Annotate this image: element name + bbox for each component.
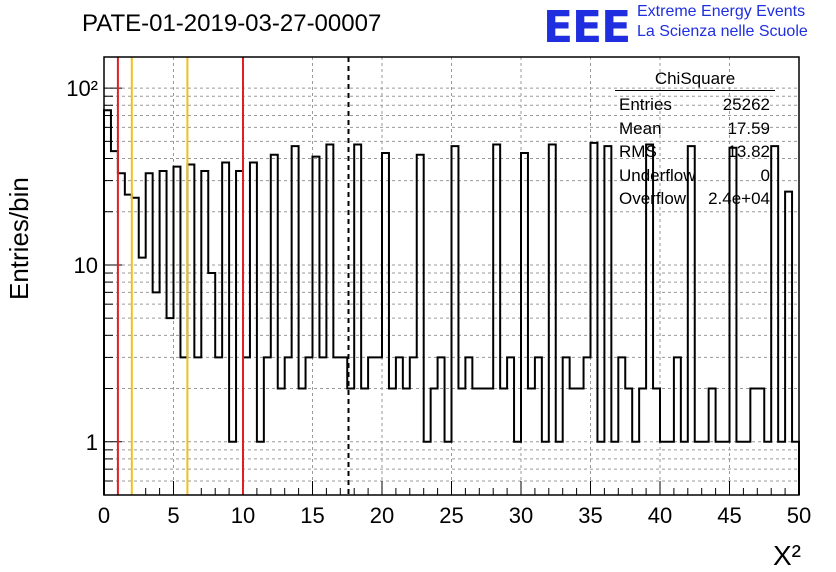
stats-label: Mean — [619, 118, 662, 138]
stats-value: 13.82 — [727, 142, 770, 161]
stats-row-overflow: Overflow 2.4e+04 — [610, 187, 780, 211]
stats-value: 2.4e+04 — [708, 189, 770, 208]
x-tick-label: 0 — [98, 503, 110, 528]
x-tick-label: 25 — [439, 503, 463, 528]
y-tick-label: 10 — [74, 253, 98, 278]
x-tick-label: 45 — [717, 503, 741, 528]
x-tick-label: 40 — [648, 503, 672, 528]
stats-row-underflow: Underflow 0 — [610, 164, 780, 188]
plot-frame — [103, 56, 800, 496]
y-tick-label: 1 — [86, 430, 98, 455]
x-tick-label: 15 — [300, 503, 324, 528]
stats-row-rms: RMS 13.82 — [610, 140, 780, 164]
y-tick-label: 10² — [66, 76, 98, 101]
eee-logo: EEE — [543, 2, 631, 53]
stats-row-entries: Entries 25262 — [610, 93, 780, 117]
brand-line-1: Extreme Energy Events — [637, 3, 806, 20]
stats-title: ChiSquare — [615, 68, 775, 91]
x-tick-label: 10 — [231, 503, 255, 528]
stats-value: 0 — [760, 165, 770, 185]
stats-value: 25262 — [722, 95, 770, 114]
stats-row-mean: Mean 17.59 — [610, 117, 780, 141]
y-axis-label: Entries/bin — [4, 177, 34, 300]
x-tick-label: 50 — [787, 503, 811, 528]
x-tick-label: 35 — [578, 503, 602, 528]
brand-line-2: La Scienza nelle Scuole — [637, 23, 808, 40]
x-tick-label: 20 — [370, 503, 394, 528]
x-tick-label: 5 — [167, 503, 179, 528]
chart-title: PATE-01-2019-03-27-00007 — [82, 10, 382, 37]
x-tick-label: 30 — [509, 503, 533, 528]
stats-value: 17.59 — [727, 118, 770, 138]
histogram-series — [103, 109, 800, 495]
stats-label: RMS — [619, 142, 657, 161]
stats-label: Underflow — [619, 165, 696, 185]
stats-box: ChiSquare Entries 25262 Mean 17.59 RMS 13.8… — [610, 68, 780, 211]
stats-label: Entries — [619, 95, 672, 114]
x-axis-label: X² — [773, 540, 801, 571]
stats-label: Overflow — [619, 189, 687, 208]
